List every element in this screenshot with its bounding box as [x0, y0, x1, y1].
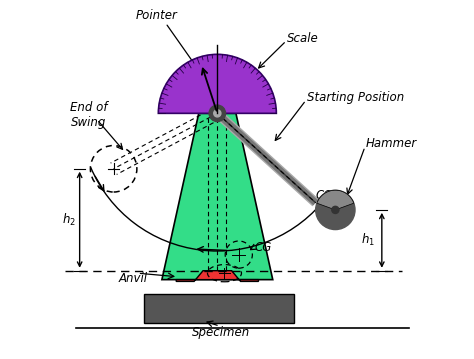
Wedge shape [158, 54, 276, 113]
Circle shape [316, 190, 355, 229]
Circle shape [332, 206, 339, 214]
Text: Pointer: Pointer [136, 9, 177, 22]
FancyBboxPatch shape [144, 294, 294, 322]
Circle shape [209, 105, 226, 122]
Polygon shape [162, 113, 273, 280]
Polygon shape [176, 271, 258, 281]
Text: Specimen: Specimen [192, 326, 250, 339]
Text: CG: CG [255, 241, 272, 254]
Text: Starting Position: Starting Position [307, 91, 404, 104]
Text: Hammer: Hammer [366, 137, 417, 150]
Wedge shape [317, 190, 354, 210]
Text: End of
Swing: End of Swing [70, 101, 107, 129]
Text: $h_2$: $h_2$ [62, 212, 76, 228]
Text: Scale: Scale [287, 32, 319, 45]
Circle shape [214, 110, 221, 117]
Text: CG: CG [316, 189, 333, 202]
Text: Anvil: Anvil [119, 272, 148, 285]
Text: $h_1$: $h_1$ [362, 232, 375, 248]
